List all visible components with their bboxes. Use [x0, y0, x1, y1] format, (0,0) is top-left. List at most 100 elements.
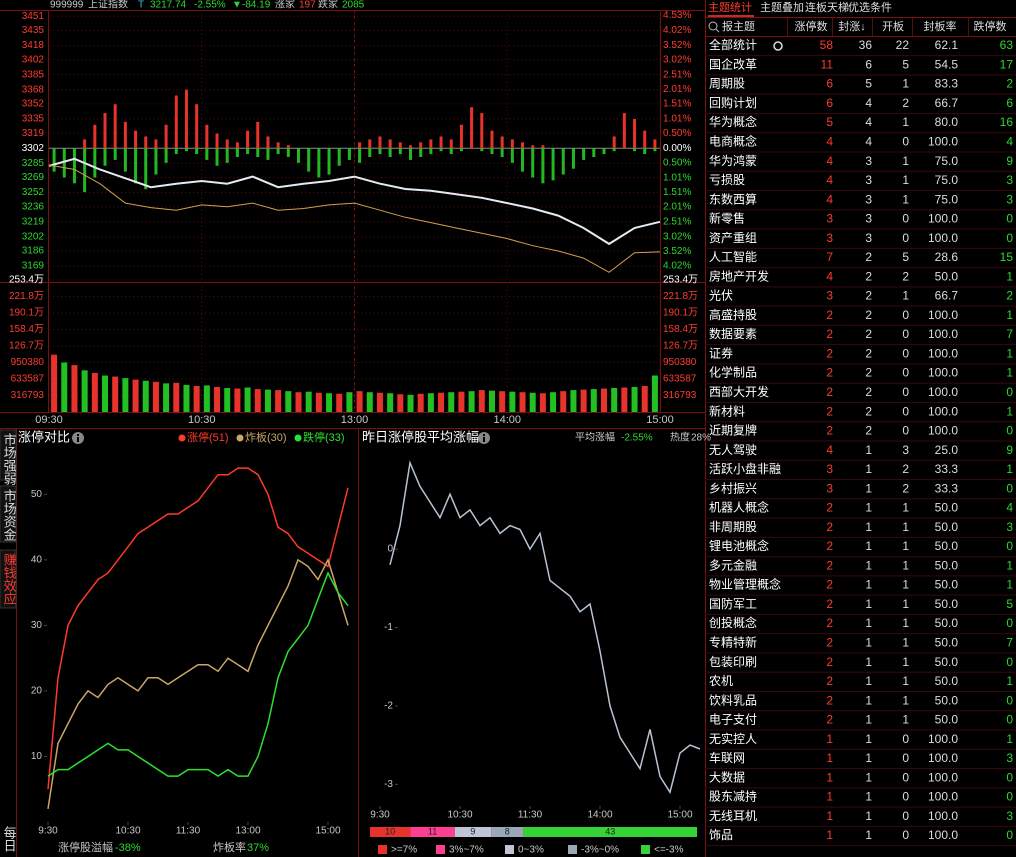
row-name[interactable]: 电子支付: [709, 713, 757, 727]
row-name[interactable]: 大数据: [709, 769, 745, 784]
column-header[interactable]: 封板率: [924, 19, 957, 33]
legend-label[interactable]: 炸板(30): [245, 430, 287, 444]
row-name[interactable]: 新零售: [709, 211, 745, 226]
row-name[interactable]: 房地产开发: [709, 268, 769, 283]
volume-bar: [51, 354, 58, 412]
row-name[interactable]: 东数西算: [709, 191, 757, 206]
row-cell: 3: [1006, 173, 1013, 187]
info-icon[interactable]: [72, 432, 84, 444]
table-tab[interactable]: 优选条件: [848, 0, 892, 14]
row-name[interactable]: 近期复牌: [709, 424, 757, 438]
row-name[interactable]: 证券: [709, 345, 733, 360]
y-tick-label: 3435: [22, 25, 45, 36]
row-name[interactable]: 光伏: [709, 289, 733, 303]
row-cell: 1: [865, 790, 872, 804]
row-cell: 1: [826, 770, 833, 784]
row-name[interactable]: 国企改革: [709, 56, 757, 71]
column-header[interactable]: 涨停数: [795, 19, 828, 33]
row-name[interactable]: 机器人概念: [709, 500, 769, 515]
row-name[interactable]: 化学制品: [709, 365, 757, 380]
row-cell: 2: [826, 366, 833, 380]
row-cell: 0: [1006, 828, 1013, 842]
breadth-bar: [551, 148, 555, 181]
row-name[interactable]: 西部大开发: [709, 384, 769, 399]
row-name[interactable]: 股东减持: [709, 789, 757, 804]
row-cell: 100.0: [928, 770, 958, 784]
row-name[interactable]: 物业管理概念: [709, 577, 781, 592]
sidebar-tab[interactable]: 市场资金: [2, 488, 17, 541]
row-name[interactable]: 高盛持股: [709, 307, 757, 322]
volume-tick-label: 126.7万: [663, 341, 698, 352]
row-cell: 1: [865, 462, 872, 476]
row-name[interactable]: 无线耳机: [709, 809, 757, 823]
row-name[interactable]: 农机: [709, 674, 733, 688]
row-name[interactable]: 车联网: [709, 750, 745, 765]
row-name[interactable]: 新材料: [709, 403, 745, 418]
row-cell: 4: [826, 173, 833, 187]
row-cell: 66.7: [935, 96, 959, 110]
row-cell: 17: [1000, 57, 1014, 71]
volume-bar: [122, 378, 129, 412]
info-icon[interactable]: [478, 432, 490, 444]
table-tab[interactable]: 主题叠加: [760, 1, 804, 14]
header-code: 999999: [50, 0, 84, 11]
legend-label: -3%~0%: [581, 845, 619, 856]
column-header[interactable]: 开板: [882, 19, 904, 33]
row-cell: 63: [1000, 38, 1014, 52]
row-name[interactable]: 无人驾驶: [709, 442, 757, 457]
column-header[interactable]: 封涨↓: [838, 19, 866, 33]
row-name[interactable]: 人工智能: [709, 249, 757, 264]
row-name[interactable]: 无实控人: [709, 731, 757, 746]
row-name[interactable]: 饰品: [709, 828, 733, 842]
volume-bar: [234, 388, 241, 412]
breadth-bar: [164, 124, 168, 149]
row-name[interactable]: 包装印刷: [709, 655, 757, 669]
row-name[interactable]: 数据要素: [709, 326, 757, 341]
row-name[interactable]: 活跃小盘非融: [709, 461, 781, 476]
table-tab[interactable]: 主题统计: [708, 1, 752, 14]
y2-tick-label: 4.02%: [663, 25, 691, 36]
row-cell: 1: [1006, 462, 1013, 476]
row-name[interactable]: 亏损股: [709, 173, 745, 187]
column-header[interactable]: 跌停数: [974, 19, 1007, 33]
row-name[interactable]: 乡村振兴: [709, 481, 757, 495]
search-icon[interactable]: [708, 21, 720, 33]
sidebar-tab[interactable]: 每日: [2, 825, 17, 852]
row-name[interactable]: 非周期股: [709, 520, 757, 534]
row-name[interactable]: 全部统计: [709, 37, 757, 52]
row-cell: 0: [902, 790, 909, 804]
distribution-segment: [523, 827, 697, 837]
row-name[interactable]: 锂电池概念: [709, 538, 769, 553]
breadth-bar: [490, 130, 494, 149]
row-cell: 2: [826, 385, 833, 399]
legend-label[interactable]: 跌停(33): [303, 430, 345, 444]
legend-label[interactable]: 涨停(51): [187, 430, 229, 444]
row-cell: 3: [1006, 809, 1013, 823]
volume-bar: [509, 391, 516, 412]
table-tab[interactable]: 连板天梯: [805, 0, 849, 14]
column-header[interactable]: 报主题: [722, 19, 755, 33]
sidebar-tab[interactable]: 市场强弱: [2, 432, 17, 485]
row-name[interactable]: 电商概念: [709, 134, 757, 149]
volume-bar: [550, 392, 557, 412]
row-name[interactable]: 华为概念: [709, 114, 757, 129]
row-name[interactable]: 周期股: [709, 77, 745, 91]
row-name[interactable]: 资产重组: [709, 231, 757, 245]
toggle-icon[interactable]: [773, 41, 783, 51]
row-name[interactable]: 华为鸿蒙: [709, 154, 757, 168]
y2-tick-label: 4.02%: [663, 261, 691, 272]
breadth-bar: [205, 124, 209, 149]
row-name[interactable]: 创投概念: [709, 615, 757, 630]
row-name[interactable]: 回购计划: [709, 95, 757, 110]
row-cell: 1: [826, 751, 833, 765]
sidebar-tab[interactable]: 赚钱效应: [2, 552, 17, 605]
row-name[interactable]: 专精特新: [709, 634, 757, 649]
volume-bar: [641, 385, 648, 412]
row-cell: 100.0: [928, 809, 958, 823]
row-name[interactable]: 饮料乳品: [709, 693, 757, 707]
row-cell: 0: [902, 424, 909, 438]
row-name[interactable]: 国防军工: [709, 596, 757, 611]
row-name[interactable]: 多元金融: [709, 557, 757, 572]
y2-tick-label: 0.50%: [663, 128, 691, 139]
breadth-bar: [286, 145, 290, 149]
